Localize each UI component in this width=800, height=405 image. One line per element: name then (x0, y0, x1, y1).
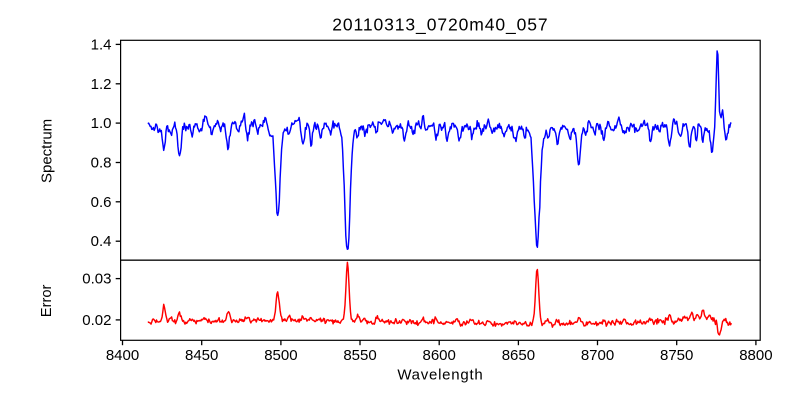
svg-text:8800: 8800 (739, 347, 772, 364)
svg-text:20110313_0720m40_057: 20110313_0720m40_057 (332, 15, 548, 36)
svg-text:8400: 8400 (106, 347, 139, 364)
svg-text:0.6: 0.6 (91, 194, 112, 211)
svg-text:1.4: 1.4 (91, 36, 112, 53)
svg-text:Spectrum: Spectrum (38, 119, 55, 183)
svg-text:0.8: 0.8 (91, 155, 112, 172)
svg-text:8500: 8500 (264, 347, 297, 364)
svg-text:1.0: 1.0 (91, 115, 112, 132)
svg-text:1.2: 1.2 (91, 76, 112, 93)
svg-text:8650: 8650 (502, 347, 535, 364)
svg-text:8700: 8700 (581, 347, 614, 364)
svg-text:0.02: 0.02 (82, 312, 111, 329)
svg-text:8450: 8450 (185, 347, 218, 364)
svg-text:0.4: 0.4 (91, 233, 112, 250)
svg-text:8600: 8600 (423, 347, 456, 364)
svg-text:0.03: 0.03 (82, 271, 111, 288)
svg-text:8750: 8750 (660, 347, 693, 364)
svg-text:Wavelength: Wavelength (397, 367, 483, 384)
svg-text:8550: 8550 (343, 347, 376, 364)
svg-text:Error: Error (39, 284, 55, 317)
